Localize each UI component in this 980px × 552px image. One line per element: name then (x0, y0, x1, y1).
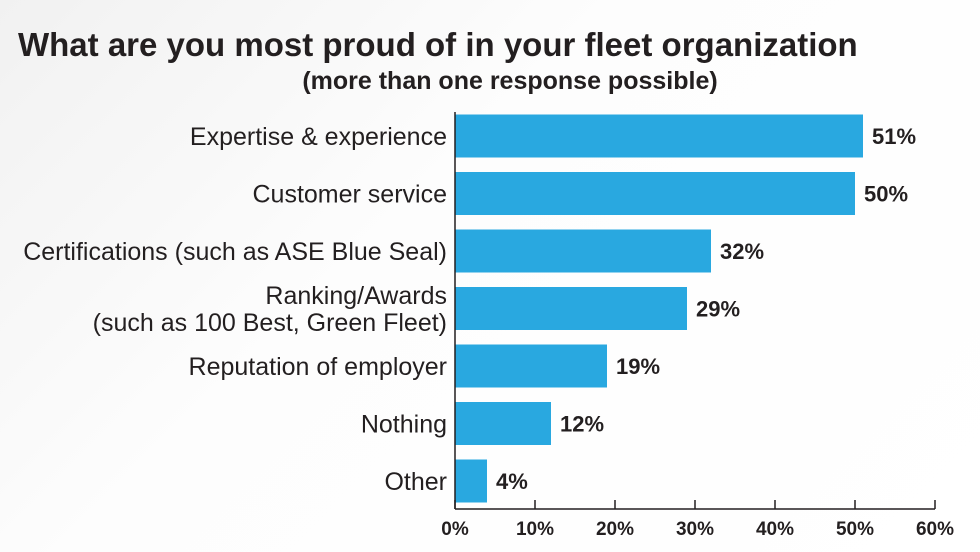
bar-value-label: 50% (864, 182, 908, 207)
bar (455, 402, 551, 445)
bar-value-label: 32% (720, 239, 764, 264)
bar (455, 344, 607, 388)
x-tick-label: 0% (441, 519, 469, 540)
category-label: Certifications (such as ASE Blue Seal) (23, 238, 447, 266)
bar-value-label: 51% (872, 124, 916, 149)
bar-value-label: 4% (496, 469, 528, 494)
category-label: Other (384, 468, 447, 496)
bar-value-label: 19% (616, 354, 660, 379)
x-tick-label: 20% (596, 519, 634, 540)
category-label: Ranking/Awards (265, 282, 447, 310)
category-label: Nothing (361, 411, 447, 439)
x-tick-label: 10% (516, 519, 554, 540)
bar (455, 172, 855, 215)
bar (455, 287, 687, 330)
chart-title: What are you most proud of in your fleet… (18, 26, 858, 63)
category-label: Customer service (253, 181, 448, 209)
x-tick-label: 50% (836, 519, 874, 540)
bars-group: 51% Expertise & experience 50% Customer ser… (23, 114, 916, 503)
chart-subtitle: (more than one response possible) (302, 67, 717, 95)
category-label: Reputation of employer (189, 353, 447, 381)
bar-value-label: 29% (696, 297, 740, 322)
category-label: (such as 100 Best, Green Fleet) (93, 309, 447, 337)
bar-value-label: 12% (560, 412, 604, 437)
category-label: Expertise & experience (190, 123, 447, 151)
x-tick-label: 60% (916, 519, 954, 540)
bar (455, 114, 863, 158)
bar (455, 459, 487, 503)
x-tick-label: 30% (676, 519, 714, 540)
x-axis: 0% 10% 20% 30% 40% 50% 60% (441, 112, 954, 540)
bar (455, 229, 711, 273)
x-tick-label: 40% (756, 519, 794, 540)
